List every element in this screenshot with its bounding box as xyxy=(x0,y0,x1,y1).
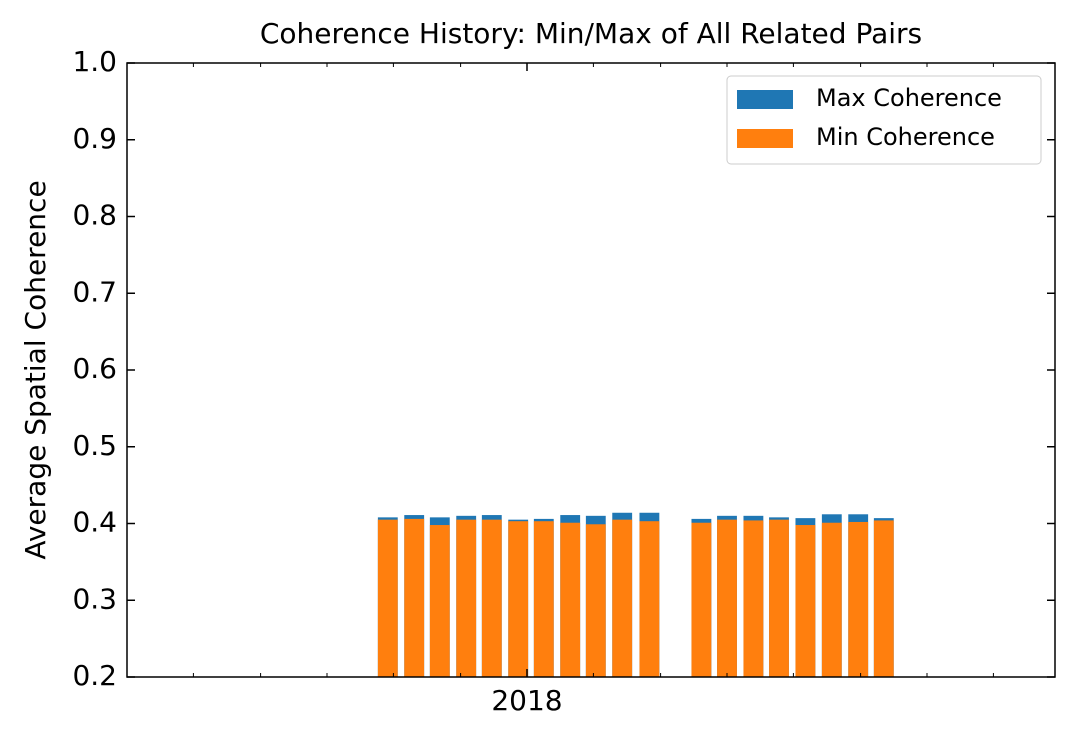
bar xyxy=(848,521,869,677)
bar xyxy=(585,524,606,677)
bar xyxy=(377,519,398,677)
legend-box xyxy=(726,75,1042,165)
y-tick-label: 0.3 xyxy=(72,582,117,615)
x-tick-label: 2018 xyxy=(491,684,562,717)
bar xyxy=(743,520,764,677)
y-tick-label: 0.9 xyxy=(72,122,117,155)
y-axis-label: Average Spatial Coherence xyxy=(19,180,52,559)
bar xyxy=(795,525,816,677)
y-tick-label: 0.8 xyxy=(72,199,117,232)
bar xyxy=(533,521,554,677)
bar xyxy=(456,519,477,677)
chart-title: Coherence History: Min/Max of All Relate… xyxy=(260,17,922,50)
bar xyxy=(612,519,633,677)
bar xyxy=(873,520,894,677)
bar xyxy=(481,519,502,677)
bar xyxy=(560,522,581,677)
bar xyxy=(769,519,789,677)
bar xyxy=(508,521,529,677)
bar xyxy=(821,522,842,677)
plot-area xyxy=(377,512,894,677)
legend-label: Min Coherence xyxy=(816,123,995,151)
bar xyxy=(404,518,425,677)
y-tick-label: 0.4 xyxy=(72,506,117,539)
bar xyxy=(691,522,712,677)
y-tick-label: 1.0 xyxy=(72,45,117,78)
y-tick-label: 0.7 xyxy=(72,275,117,308)
legend-label: Max Coherence xyxy=(816,84,1002,112)
bar xyxy=(429,525,450,677)
legend-swatch xyxy=(737,129,793,148)
bar xyxy=(717,519,737,677)
y-tick-label: 0.5 xyxy=(72,429,117,462)
legend-swatch xyxy=(737,90,793,109)
y-tick-label: 0.6 xyxy=(72,352,117,385)
y-tick-label: 0.2 xyxy=(72,659,117,692)
bar xyxy=(639,521,660,677)
